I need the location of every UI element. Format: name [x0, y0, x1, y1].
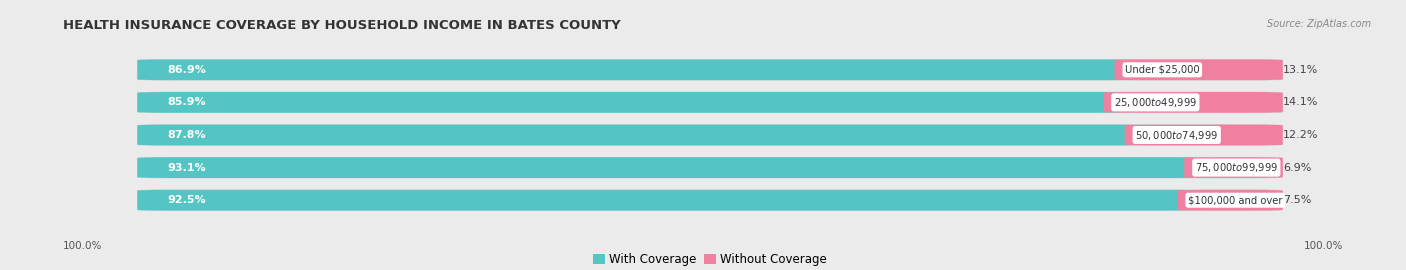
Text: $100,000 and over: $100,000 and over — [1188, 195, 1282, 205]
Text: HEALTH INSURANCE COVERAGE BY HOUSEHOLD INCOME IN BATES COUNTY: HEALTH INSURANCE COVERAGE BY HOUSEHOLD I… — [63, 19, 621, 32]
Text: 13.1%: 13.1% — [1282, 65, 1317, 75]
FancyBboxPatch shape — [138, 92, 1125, 113]
FancyBboxPatch shape — [138, 92, 1282, 113]
Text: Under $25,000: Under $25,000 — [1125, 65, 1199, 75]
Text: Source: ZipAtlas.com: Source: ZipAtlas.com — [1267, 19, 1371, 29]
Text: 7.5%: 7.5% — [1282, 195, 1312, 205]
Text: 87.8%: 87.8% — [167, 130, 207, 140]
FancyBboxPatch shape — [138, 125, 1146, 145]
FancyBboxPatch shape — [138, 190, 1198, 211]
Text: $50,000 to $74,999: $50,000 to $74,999 — [1135, 129, 1219, 141]
FancyBboxPatch shape — [1104, 92, 1282, 113]
Text: 6.9%: 6.9% — [1282, 163, 1312, 173]
Text: $75,000 to $99,999: $75,000 to $99,999 — [1195, 161, 1278, 174]
Text: $25,000 to $49,999: $25,000 to $49,999 — [1114, 96, 1197, 109]
FancyBboxPatch shape — [138, 157, 1205, 178]
Text: 93.1%: 93.1% — [167, 163, 207, 173]
Text: 86.9%: 86.9% — [167, 65, 207, 75]
FancyBboxPatch shape — [1177, 190, 1282, 211]
FancyBboxPatch shape — [138, 157, 1282, 178]
Legend: With Coverage, Without Coverage: With Coverage, Without Coverage — [588, 248, 832, 270]
Text: 92.5%: 92.5% — [167, 195, 207, 205]
FancyBboxPatch shape — [1115, 59, 1282, 80]
Text: 100.0%: 100.0% — [1303, 241, 1343, 251]
FancyBboxPatch shape — [1184, 157, 1282, 178]
Text: 100.0%: 100.0% — [63, 241, 103, 251]
FancyBboxPatch shape — [138, 59, 1136, 80]
FancyBboxPatch shape — [138, 59, 1282, 80]
Text: 12.2%: 12.2% — [1282, 130, 1319, 140]
FancyBboxPatch shape — [1125, 125, 1282, 145]
Text: 85.9%: 85.9% — [167, 97, 207, 107]
FancyBboxPatch shape — [138, 125, 1282, 145]
FancyBboxPatch shape — [138, 190, 1282, 211]
Text: 14.1%: 14.1% — [1282, 97, 1319, 107]
